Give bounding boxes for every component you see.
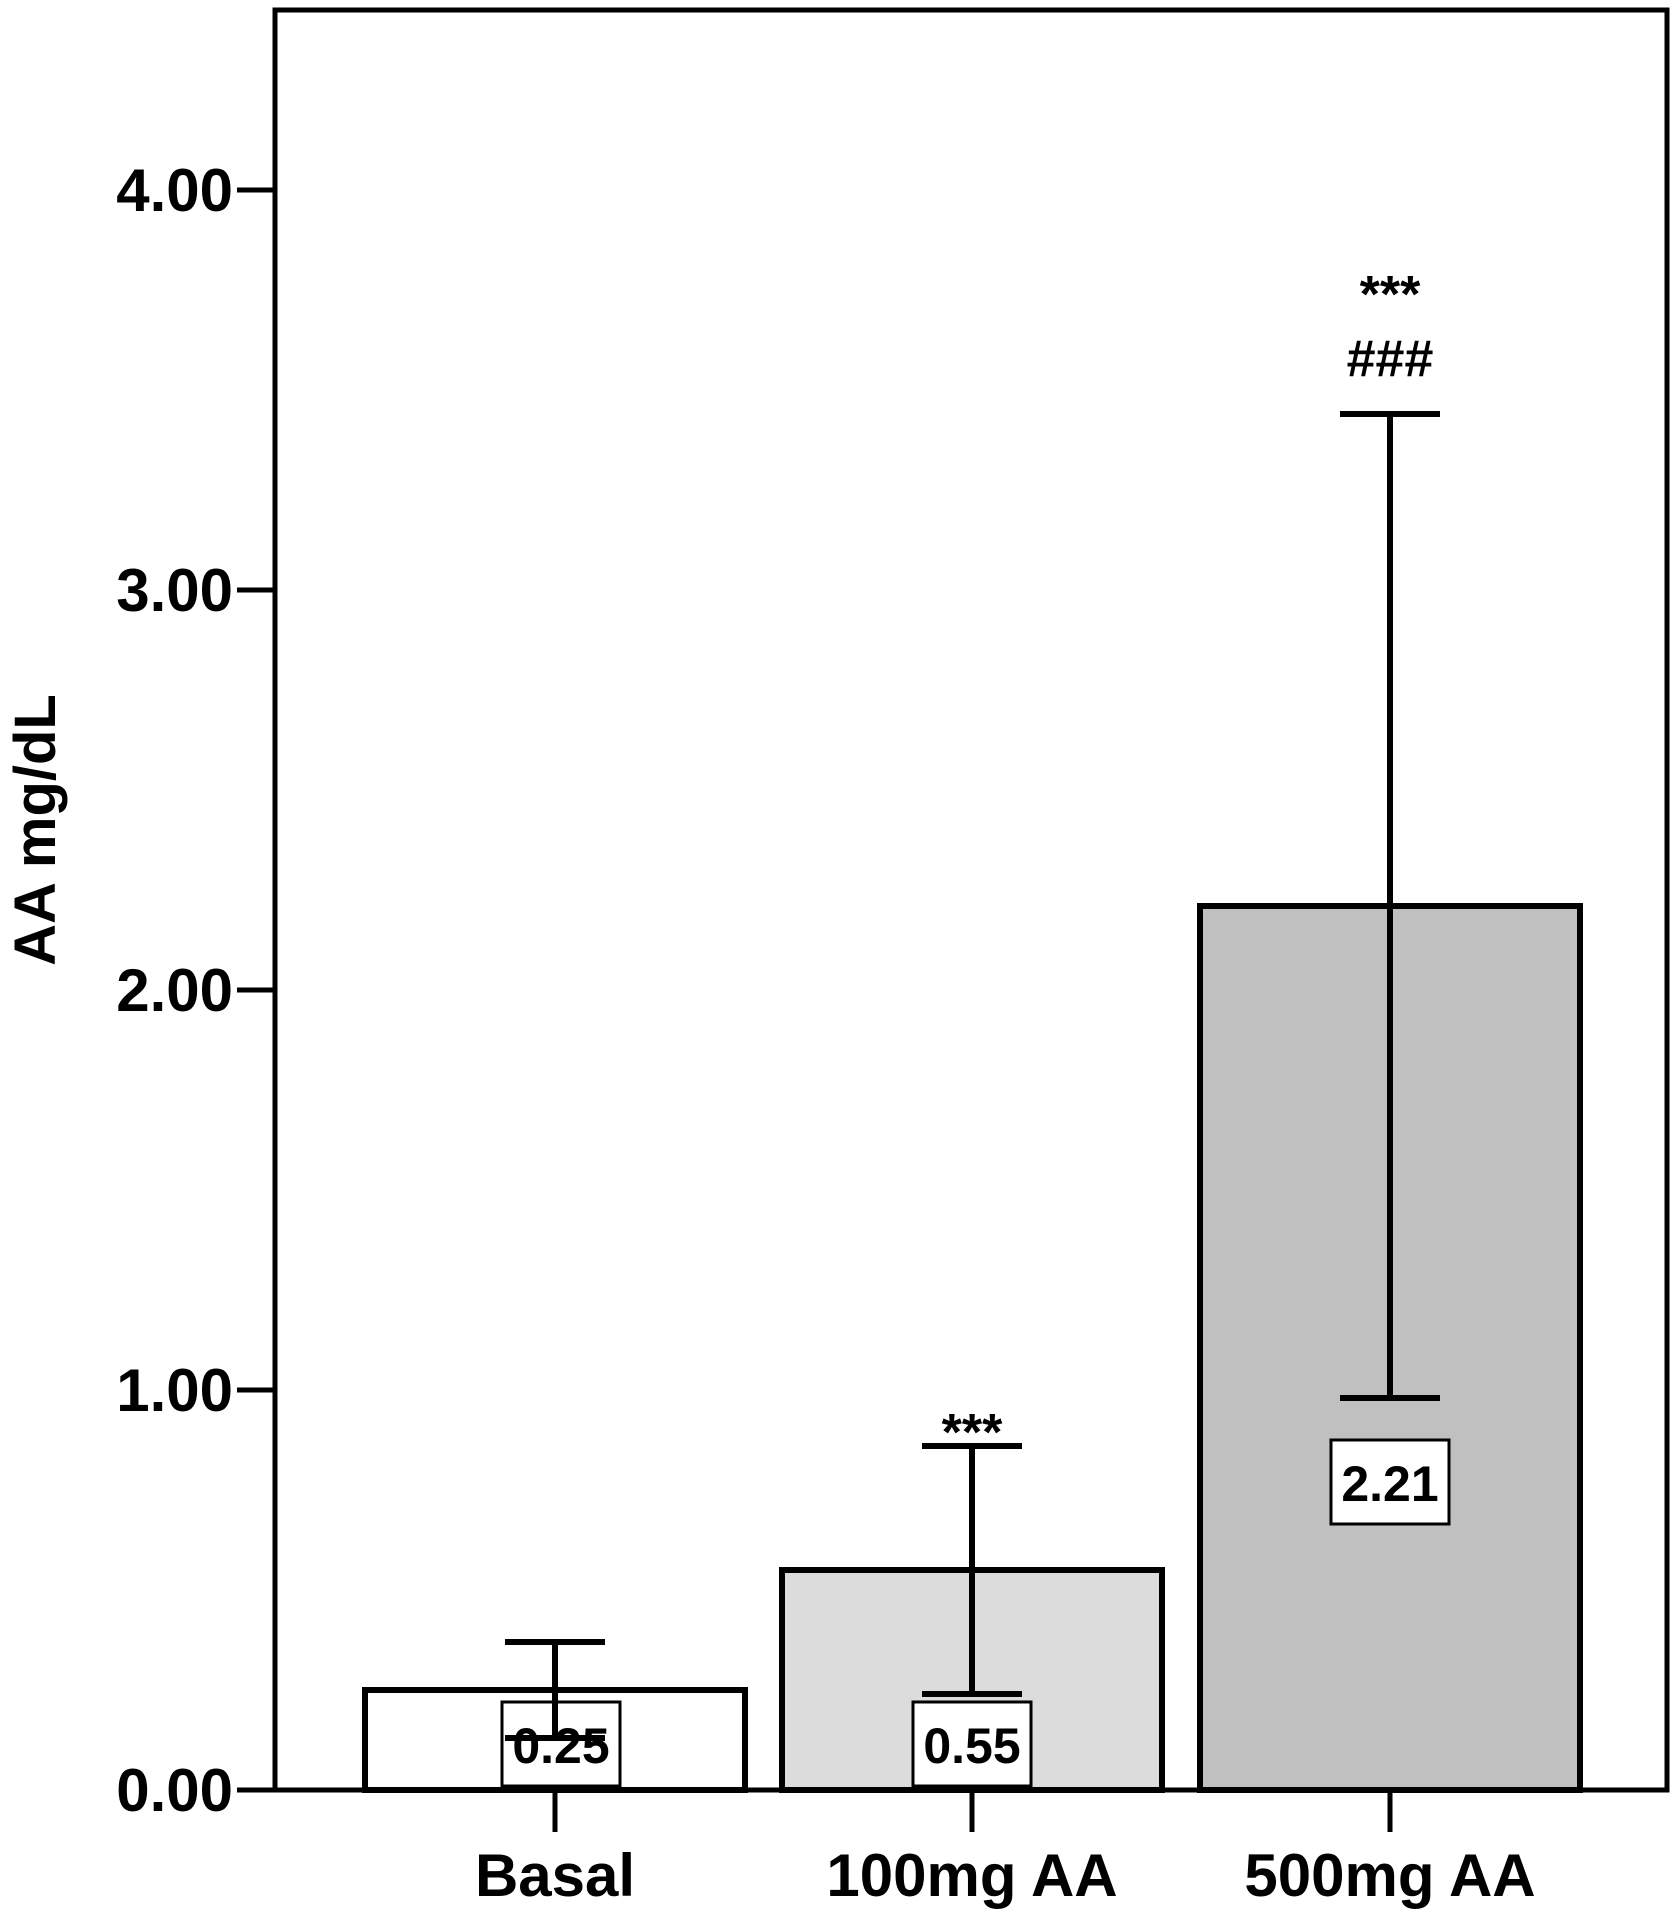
data-label: 0.25 <box>512 1718 609 1774</box>
y-axis-title: AA mg/dL <box>3 694 68 966</box>
bars: 0.25 0.55 *** 2.21 *** ### <box>362 266 1583 1793</box>
data-label: 0.55 <box>923 1718 1020 1774</box>
data-label-box <box>500 1700 622 1788</box>
y-axis: 0.00 1.00 2.00 3.00 4.00 <box>116 157 275 1824</box>
significance-marker: *** <box>1360 266 1421 324</box>
y-tick-label: 3.00 <box>116 557 233 624</box>
x-tick-label: 500mg AA <box>1244 1842 1535 1909</box>
x-axis: Basal 100mg AA 500mg AA <box>475 1790 1536 1909</box>
data-label-box <box>1329 1438 1451 1526</box>
y-tick-label: 2.00 <box>116 957 233 1024</box>
y-tick-label: 1.00 <box>116 1357 233 1424</box>
data-label: 2.21 <box>1341 1456 1438 1512</box>
y-tick-label: 0.00 <box>116 1757 233 1824</box>
significance-marker: ### <box>1347 330 1434 388</box>
data-label-box <box>911 1700 1033 1788</box>
y-tick-label: 4.00 <box>116 157 233 224</box>
x-tick-label: 100mg AA <box>826 1842 1117 1909</box>
x-tick-label: Basal <box>475 1842 635 1909</box>
significance-marker: *** <box>942 1404 1003 1462</box>
